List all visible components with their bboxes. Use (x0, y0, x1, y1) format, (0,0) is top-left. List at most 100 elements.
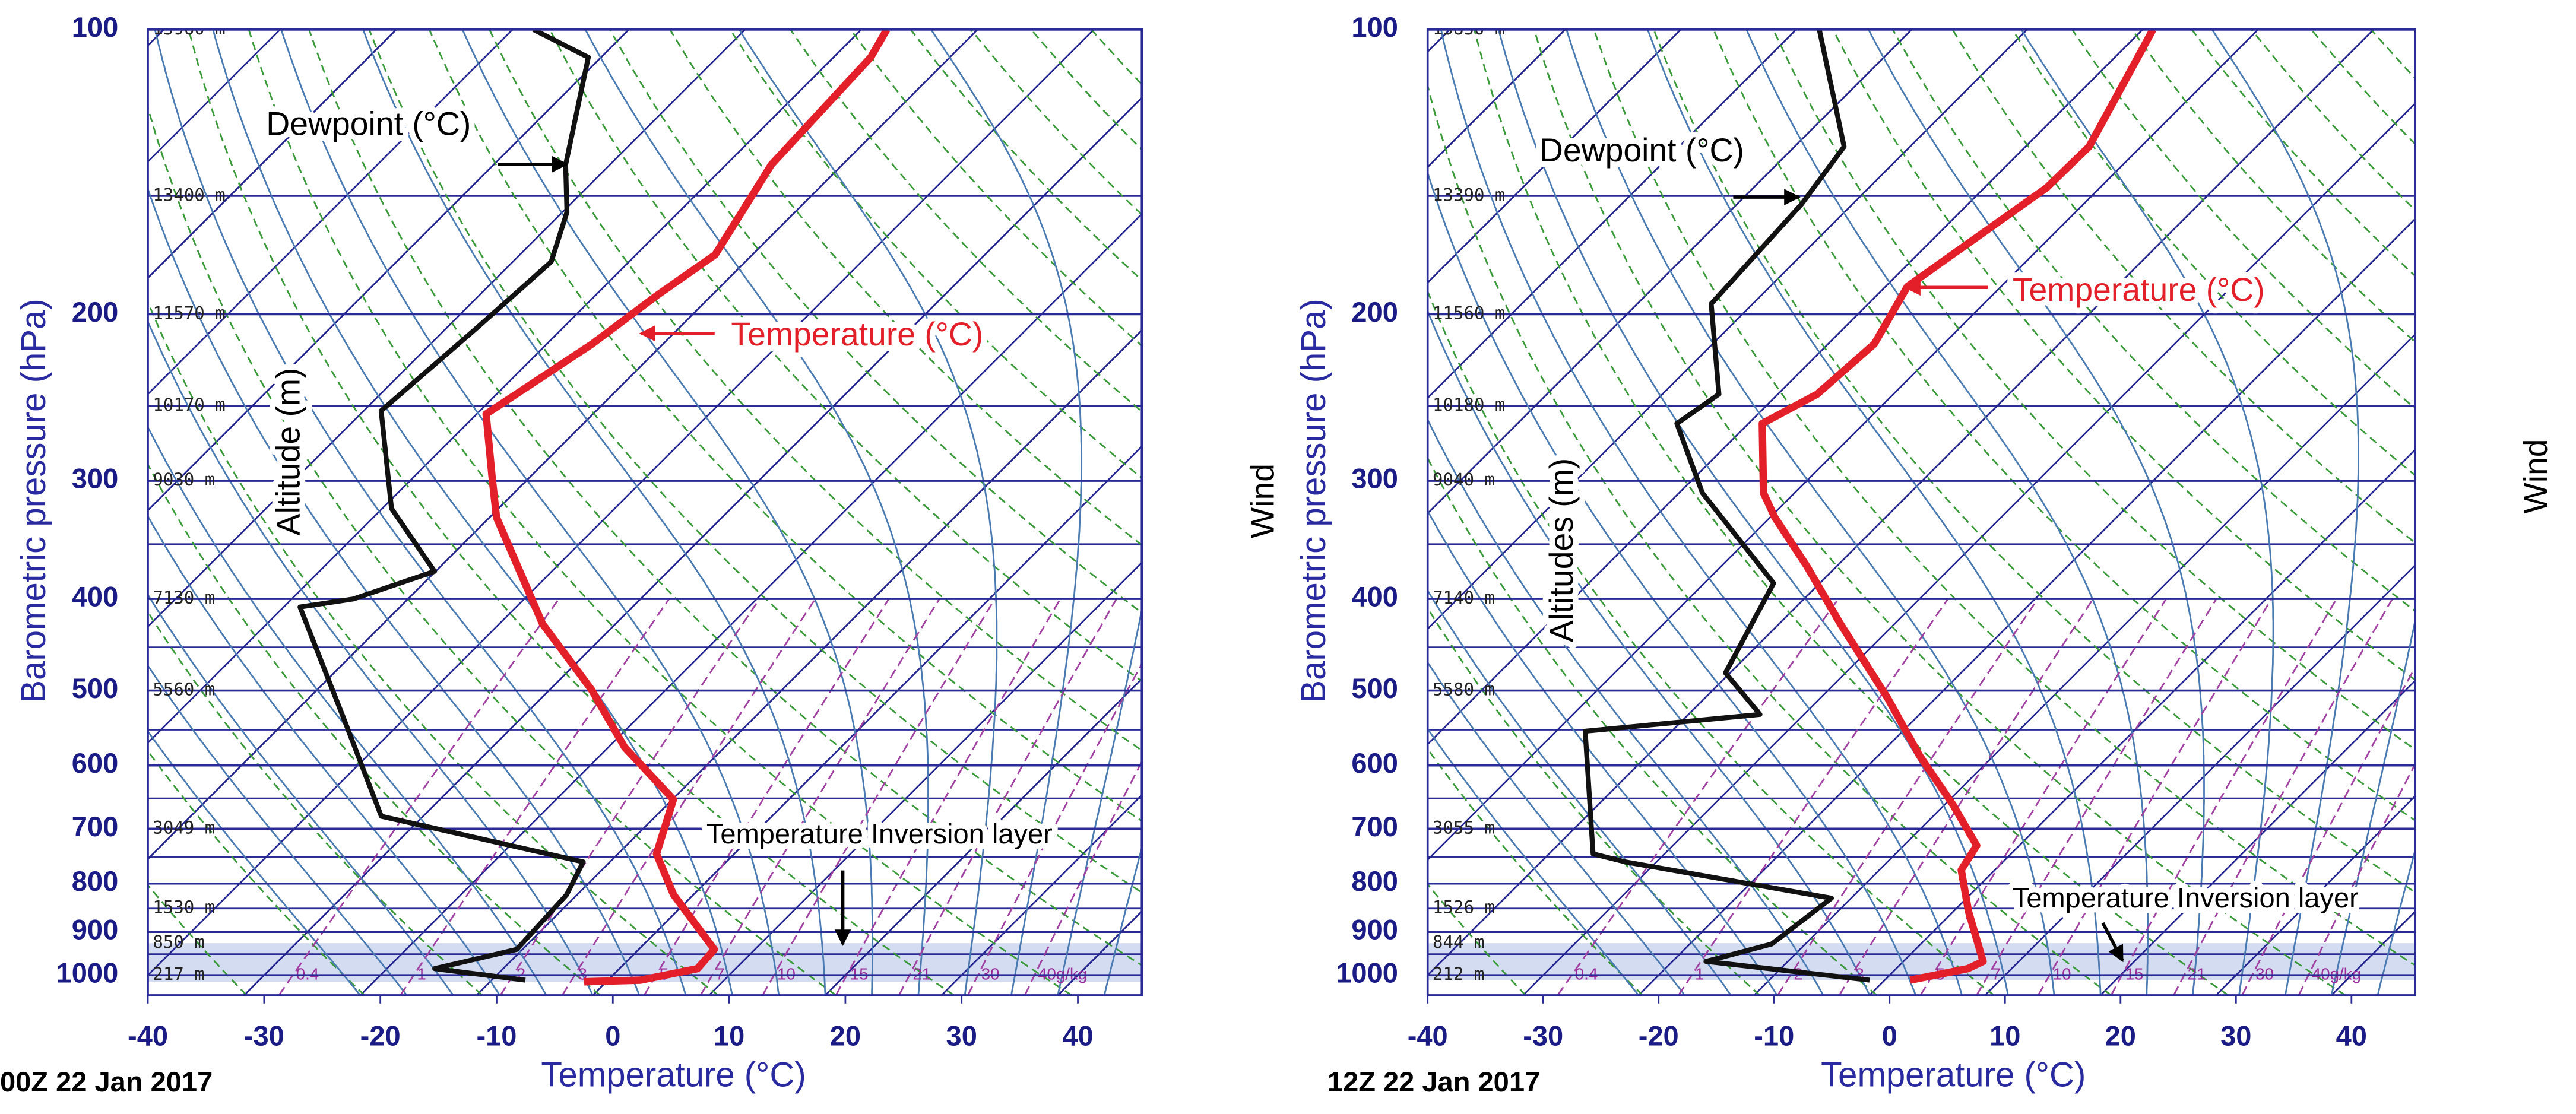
moist-adiabat (362, 30, 826, 995)
mixing-ratio-line (1919, 598, 2167, 995)
moist-adiabat (148, 319, 594, 995)
mixing-ratio-label: 10 (2053, 964, 2071, 983)
isotherm (1638, 218, 2415, 995)
dry-adiabat (1772, 29, 2415, 751)
mixing-ratio-label: 30 (981, 964, 1000, 983)
dry-adiabat (1427, 82, 2112, 995)
y-tick-label: 200 (72, 296, 118, 328)
y-tick-label: 100 (1351, 11, 1398, 43)
temperature-annotation: Temperature (°C) (731, 316, 983, 353)
isotherm (1869, 449, 2415, 995)
mixing-ratio-label: 1 (417, 964, 426, 983)
altitude-label: 7140 m (1433, 588, 1495, 608)
altitude-label: 13390 m (1433, 185, 1505, 205)
plot-border (1426, 28, 2416, 996)
x-tick-label: -10 (476, 1020, 517, 1051)
mixing-ratio-line (835, 598, 1062, 995)
plot-border (147, 28, 1143, 996)
dry-adiabat (489, 29, 1142, 752)
mixing-ratio-line (278, 598, 560, 995)
dry-adiabat (1832, 29, 2415, 681)
mixing-ratio-line (1557, 598, 1839, 995)
altitude-label: 5560 m (153, 680, 215, 700)
mixing-ratio-label: 0.4 (296, 964, 319, 983)
altitude-label: 9030 m (153, 469, 215, 490)
y-tick-label: 400 (72, 581, 118, 612)
isotherm (825, 677, 1142, 995)
moist-adiabat (148, 515, 500, 995)
y-tick-label: 100 (72, 11, 118, 43)
mixing-ratio-label: 30 (2255, 964, 2274, 983)
mixing-ratio-line (499, 598, 761, 995)
y-tick-label: 1000 (56, 957, 119, 989)
moist-adiabat (148, 729, 361, 995)
mixing-ratio-line (1024, 760, 1142, 995)
moist-adiabat (212, 30, 733, 995)
moist-adiabat (1745, 30, 2149, 995)
moist-adiabat (1440, 30, 1963, 995)
altitude-label: 217 m (153, 964, 204, 984)
dry-adiabat (428, 29, 1142, 823)
mixing-ratio-line (1777, 598, 2039, 995)
mixing-ratio-label: 0.4 (1575, 964, 1598, 983)
dry-adiabat (148, 462, 601, 995)
isotherm (148, 29, 746, 628)
mixing-ratio-line (2037, 598, 2273, 995)
x-tick-label: 10 (1989, 1020, 2020, 1051)
dry-adiabat (148, 300, 719, 995)
x-tick-label: -30 (1523, 1020, 1563, 1051)
dry-adiabat (1653, 29, 2415, 893)
mixing-ratio-label: 10 (777, 964, 796, 983)
moist-adiabat (930, 29, 1083, 995)
caption: 00Z 22 Jan 2017 (0, 1066, 213, 1097)
moist-adiabat (148, 425, 547, 995)
x-tick-label: 0 (605, 1020, 620, 1051)
y-tick-label: 1000 (1336, 957, 1398, 989)
altitude-label: 3055 m (1433, 817, 1495, 837)
dry-adiabat (1427, 747, 1643, 995)
isotherm (940, 794, 1142, 995)
caption: 12Z 22 Jan 2017 (1327, 1066, 1540, 1097)
isotherm (708, 561, 1142, 995)
x-tick-label: 30 (2220, 1020, 2251, 1051)
plot-background (148, 29, 1142, 995)
moist-adiabat (1057, 605, 1142, 995)
x-tick-label: 40 (2336, 1020, 2367, 1051)
y-tick-label: 500 (1351, 672, 1398, 704)
mixing-ratio-line (2241, 665, 2415, 995)
moist-adiabat (280, 30, 780, 995)
y-tick-label: 900 (72, 914, 118, 945)
moist-adiabat (1427, 727, 1640, 995)
moist-adiabat (154, 30, 687, 995)
dewpoint-annotation: Dewpoint (°C) (266, 106, 471, 142)
mixing-ratio-label: 40g/kg (2312, 964, 2361, 983)
mixing-ratio-line (1976, 598, 2217, 995)
isotherm (1427, 29, 1797, 399)
y-tick-label: 700 (1351, 811, 1398, 842)
isotherm (1427, 29, 2028, 630)
isotherm (1984, 564, 2415, 995)
altitude-label: 5580 m (1433, 680, 1495, 700)
dry-adiabat (1593, 29, 2415, 966)
altitude-label: 850 m (153, 932, 204, 952)
dry-adiabat (188, 29, 955, 995)
moist-adiabat (1427, 661, 1685, 995)
altitude-label: 844 m (1433, 932, 1484, 952)
dry-adiabat (148, 104, 837, 995)
x-tick-label: 0 (1882, 1020, 1897, 1051)
mixing-ratio-line (1678, 598, 1949, 995)
isotherm (476, 329, 1142, 995)
dewpoint-line (1582, 29, 1870, 983)
y-tick-label: 300 (1351, 462, 1398, 494)
x-axis-label: Temperature (°C) (541, 1056, 806, 1094)
moist-adiabat (2330, 617, 2415, 995)
altitude-title: Altitude (m) (270, 368, 306, 536)
isotherm (2100, 680, 2415, 995)
x-tick-label: 20 (830, 1020, 861, 1051)
moist-adiabat (1427, 170, 1917, 995)
y-tick-label: 700 (72, 811, 118, 842)
isotherm (148, 29, 630, 512)
